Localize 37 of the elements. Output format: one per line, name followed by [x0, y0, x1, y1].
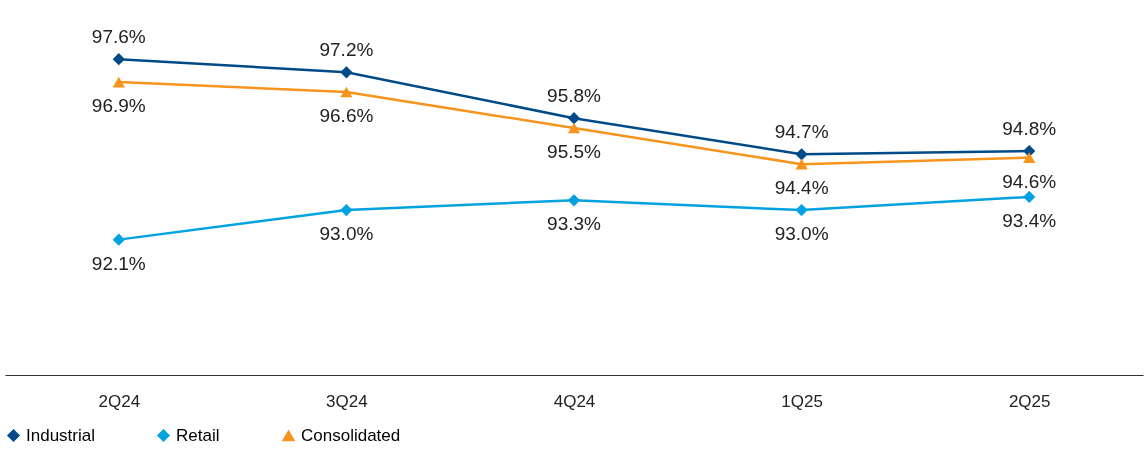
data-label: 94.4% — [774, 177, 829, 199]
point — [1023, 190, 1036, 204]
data-label: 96.9% — [91, 95, 146, 117]
point — [795, 148, 808, 161]
data-label: 93.3% — [547, 213, 602, 235]
point — [112, 76, 125, 88]
data-label: 94.7% — [774, 121, 829, 143]
data-label: 92.1% — [91, 252, 146, 274]
legend-label: Consolidated — [301, 425, 401, 445]
data-label: 94.6% — [1002, 170, 1057, 192]
legend-label: Retail — [176, 425, 220, 445]
data-label: 95.8% — [547, 85, 602, 107]
point — [340, 203, 353, 217]
x-tick-label: 2Q24 — [98, 391, 141, 411]
point — [112, 53, 125, 66]
data-label: 97.2% — [319, 39, 374, 61]
data-label: 96.6% — [319, 104, 374, 126]
data-label: 93.4% — [1002, 209, 1057, 231]
point — [795, 158, 808, 170]
legend-label: Industrial — [26, 425, 95, 445]
x-tick-label: 1Q25 — [781, 391, 823, 411]
point — [340, 66, 353, 79]
data-label: 93.0% — [774, 223, 829, 245]
data-label: 95.5% — [547, 141, 602, 163]
point — [340, 86, 353, 98]
data-label: 94.8% — [1002, 118, 1057, 140]
point — [112, 233, 125, 246]
data-label: 93.0% — [319, 223, 374, 245]
point — [567, 112, 581, 125]
x-tick-label: 2Q25 — [1008, 391, 1051, 411]
point — [795, 203, 808, 217]
point — [567, 122, 581, 134]
point — [567, 194, 581, 207]
x-tick-label: 4Q24 — [553, 391, 596, 411]
x-tick-label: 3Q24 — [326, 391, 368, 411]
data-label: 97.6% — [91, 26, 146, 48]
point — [1023, 152, 1036, 163]
